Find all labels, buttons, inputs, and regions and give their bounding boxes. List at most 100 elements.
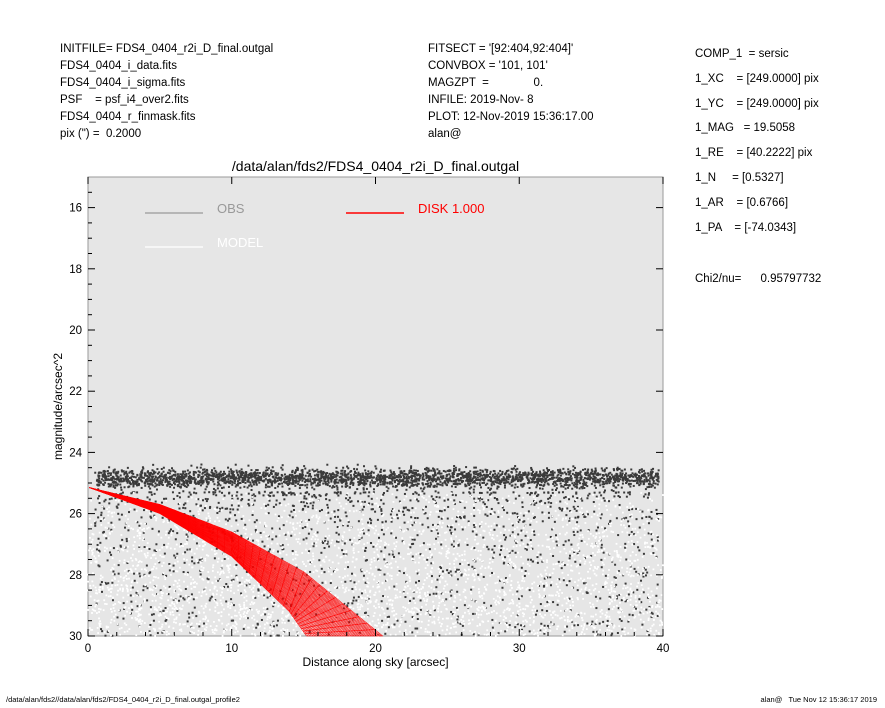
obs-point <box>490 479 493 482</box>
obs-point <box>273 602 276 605</box>
obs-point <box>184 507 187 510</box>
obs-point <box>191 560 194 563</box>
obs-point <box>485 505 488 508</box>
model-point <box>203 628 206 631</box>
obs-point <box>563 564 566 567</box>
model-point <box>186 599 189 602</box>
obs-point <box>176 552 179 555</box>
obs-point <box>562 467 565 470</box>
obs-point <box>285 476 288 479</box>
obs-point <box>576 497 579 500</box>
obs-point <box>152 463 155 466</box>
model-point <box>462 511 465 514</box>
obs-point <box>454 528 457 531</box>
obs-point <box>294 481 297 484</box>
obs-point <box>313 480 316 483</box>
obs-point <box>409 499 412 502</box>
obs-point <box>404 483 407 486</box>
obs-point <box>565 483 568 486</box>
obs-point <box>245 584 248 587</box>
model-point <box>369 590 371 593</box>
obs-point <box>229 468 232 471</box>
obs-point <box>167 471 170 474</box>
header-mid-line: CONVBOX = '101, 101' <box>428 60 548 72</box>
obs-point <box>283 473 286 476</box>
obs-point <box>220 475 223 478</box>
obs-point <box>459 482 462 485</box>
obs-point <box>543 624 546 627</box>
obs-point <box>535 478 538 481</box>
obs-point <box>170 475 173 478</box>
model-point <box>111 511 114 514</box>
obs-point <box>652 477 655 480</box>
obs-point <box>206 478 209 481</box>
obs-point <box>339 491 342 494</box>
obs-point <box>391 478 394 481</box>
obs-point <box>236 491 239 494</box>
obs-point <box>157 476 160 479</box>
obs-point <box>266 485 269 488</box>
model-point <box>562 561 565 564</box>
model-point <box>629 575 632 578</box>
obs-point <box>427 470 430 473</box>
obs-point <box>505 622 508 625</box>
obs-point <box>579 477 582 480</box>
obs-point <box>583 487 586 490</box>
obs-point <box>501 472 504 475</box>
model-point <box>364 597 367 600</box>
obs-point <box>354 471 357 474</box>
obs-point <box>254 528 257 531</box>
obs-point <box>273 481 276 484</box>
obs-point <box>197 498 200 501</box>
obs-point <box>542 473 545 476</box>
obs-point <box>354 491 357 494</box>
obs-point <box>442 475 445 478</box>
model-point <box>617 554 620 557</box>
model-point <box>162 592 164 594</box>
obs-point <box>104 634 107 637</box>
obs-point <box>291 492 294 495</box>
obs-point <box>468 491 471 494</box>
obs-point <box>612 478 615 481</box>
obs-point <box>430 469 433 472</box>
obs-point <box>177 475 180 478</box>
obs-point <box>357 483 360 486</box>
obs-point <box>374 465 377 468</box>
obs-point <box>531 547 534 550</box>
obs-point <box>427 475 430 478</box>
model-point <box>611 608 614 610</box>
model-point <box>299 494 302 497</box>
obs-point <box>271 527 274 530</box>
obs-point <box>288 514 291 517</box>
obs-point <box>553 476 556 479</box>
obs-point <box>335 484 338 487</box>
obs-point <box>195 615 198 618</box>
obs-point <box>583 481 586 484</box>
obs-point <box>461 472 464 475</box>
obs-point <box>576 505 579 508</box>
obs-point <box>551 470 554 473</box>
obs-point <box>633 533 636 536</box>
obs-point <box>218 472 221 475</box>
obs-point <box>340 469 343 472</box>
obs-point <box>313 488 316 491</box>
obs-point <box>98 550 101 553</box>
obs-point <box>411 524 414 527</box>
obs-point <box>312 501 315 504</box>
obs-point <box>383 479 386 482</box>
model-point <box>559 609 562 612</box>
obs-point <box>466 543 469 546</box>
obs-point <box>530 492 533 495</box>
obs-point <box>122 617 125 620</box>
obs-point <box>629 482 632 485</box>
obs-point <box>272 476 275 479</box>
obs-point <box>422 487 425 490</box>
model-point <box>487 633 489 636</box>
obs-point <box>186 479 189 482</box>
obs-point <box>269 491 272 494</box>
obs-point <box>499 483 502 486</box>
obs-point <box>610 634 613 637</box>
obs-point <box>541 609 544 612</box>
model-point <box>148 625 151 628</box>
obs-point <box>412 492 415 495</box>
